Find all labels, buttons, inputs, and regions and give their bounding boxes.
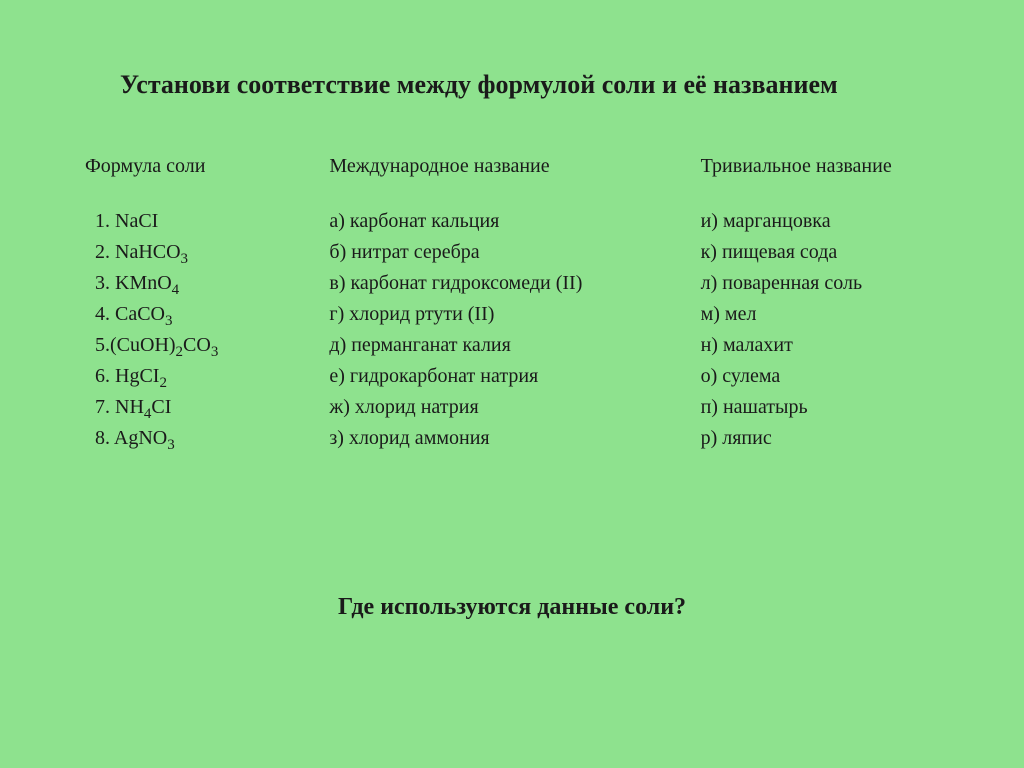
- intl-item: з) хлорид аммония: [329, 423, 680, 454]
- intl-item: в) карбонат гидроксомеди (II): [329, 268, 680, 299]
- column-international-header: Международное название: [329, 155, 680, 178]
- trivial-item: п) нашатырь: [701, 392, 964, 423]
- trivial-item: м) мел: [701, 299, 964, 330]
- slide-question: Где используются данные соли?: [60, 594, 964, 621]
- formula-item: 2. NaHCO3: [85, 237, 309, 268]
- formula-item: 4. CaCO3: [85, 299, 309, 330]
- formula-item: 7. NH4CI: [85, 392, 309, 423]
- trivial-item: и) марганцовка: [701, 206, 964, 237]
- trivial-item: н) малахит: [701, 330, 964, 361]
- intl-item: а) карбонат кальция: [329, 206, 680, 237]
- formula-item: 8. AgNO3: [85, 423, 309, 454]
- column-trivial: Тривиальное название и) марганцовка к) п…: [701, 155, 964, 454]
- intl-item: г) хлорид ртути (II): [329, 299, 680, 330]
- slide-title: Установи соответствие между формулой сол…: [120, 70, 964, 100]
- column-formula: Формула соли 1. NaCI 2. NaHCO3 3. KMnO4 …: [60, 155, 309, 454]
- formula-item: 3. KMnO4: [85, 268, 309, 299]
- formula-item: 6. HgCI2: [85, 361, 309, 392]
- column-trivial-header: Тривиальное название: [701, 155, 964, 178]
- column-international: Международное название а) карбонат кальц…: [329, 155, 680, 454]
- formula-item: 1. NaCI: [85, 206, 309, 237]
- intl-item: д) перманганат калия: [329, 330, 680, 361]
- trivial-item: р) ляпис: [701, 423, 964, 454]
- slide: Установи соответствие между формулой сол…: [0, 0, 1024, 768]
- intl-item: ж) хлорид натрия: [329, 392, 680, 423]
- trivial-item: л) поваренная соль: [701, 268, 964, 299]
- intl-item: б) нитрат серебра: [329, 237, 680, 268]
- intl-item: е) гидрокарбонат натрия: [329, 361, 680, 392]
- formula-item: 5.(CuOH)2CO3: [85, 330, 309, 361]
- trivial-item: к) пищевая сода: [701, 237, 964, 268]
- column-formula-header: Формула соли: [85, 155, 309, 178]
- columns-container: Формула соли 1. NaCI 2. NaHCO3 3. KMnO4 …: [60, 155, 964, 454]
- trivial-item: о) сулема: [701, 361, 964, 392]
